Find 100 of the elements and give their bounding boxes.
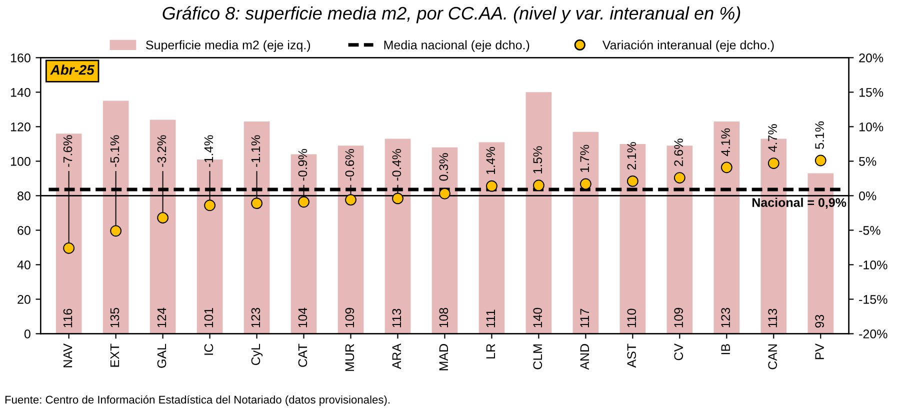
data-label: -0.6% xyxy=(345,149,354,181)
x-tick-label: IB xyxy=(721,344,730,354)
data-label: 2.6% xyxy=(674,138,684,166)
legend-label: Media nacional (eje dcho.) xyxy=(384,40,530,52)
point xyxy=(720,162,732,174)
y2-tick-label: 20% xyxy=(859,53,884,62)
point xyxy=(626,176,638,187)
y2-tick-label: -20% xyxy=(859,330,888,338)
bar xyxy=(244,122,270,334)
data-label: 109 xyxy=(674,308,684,328)
data-label: 135 xyxy=(110,308,120,328)
x-tick-label: CyL xyxy=(251,344,263,366)
data-label: 140 xyxy=(533,308,542,328)
chart-title: Gráfico 8: superficie media m2, por CC.AA. (nivel y var. interanual en %) xyxy=(162,6,740,24)
data-label: 109 xyxy=(345,308,354,328)
bar xyxy=(102,100,129,334)
data-label: 108 xyxy=(439,308,448,328)
point xyxy=(204,200,216,212)
bar xyxy=(150,120,176,334)
x-tick-label: MUR xyxy=(345,344,354,371)
y2-tick-label: -15% xyxy=(859,295,888,304)
x-tick-label: ARA xyxy=(392,343,401,370)
y2-tick-label: 0% xyxy=(859,192,876,200)
point xyxy=(392,192,404,204)
x-tick-label: MAD xyxy=(439,344,448,370)
y2-tick-label: 10% xyxy=(859,122,884,132)
point xyxy=(768,158,780,169)
point xyxy=(63,242,75,254)
bar xyxy=(526,92,552,334)
point xyxy=(345,194,356,206)
data-label: 111 xyxy=(486,310,495,328)
data-label: 4.7% xyxy=(768,124,777,152)
point xyxy=(486,180,498,192)
bar xyxy=(338,146,364,334)
data-label: -3.2% xyxy=(157,135,166,167)
data-label: 1.5% xyxy=(533,146,542,174)
x-tick-label: NAV xyxy=(63,344,72,368)
x-tick-label: AND xyxy=(580,344,589,370)
point xyxy=(439,188,450,200)
y-tick-label: 20 xyxy=(18,295,30,304)
data-label: 1.4% xyxy=(486,146,496,174)
x-tick-label: GAL xyxy=(157,344,166,368)
data-label: 1.7% xyxy=(580,144,589,172)
source-note: Fuente: Centro de Información Estadística del Notariado (datos provisionales). xyxy=(5,395,390,406)
point xyxy=(674,172,686,184)
data-label: 101 xyxy=(204,308,214,328)
data-label: 124 xyxy=(157,308,166,328)
y-tick-label: 120 xyxy=(11,122,30,132)
y-tick-label: 80 xyxy=(18,192,30,200)
y-tick-label: 40 xyxy=(17,260,30,270)
annotation: Abr-25 xyxy=(50,64,94,75)
point xyxy=(251,198,262,209)
y-tick-label: 100 xyxy=(11,156,30,166)
y-tick-label: 140 xyxy=(11,88,30,97)
bar xyxy=(384,138,411,334)
y2-tick-label: -5% xyxy=(859,226,880,235)
data-label: 110 xyxy=(627,308,636,328)
annotation: Nacional = 0,9% xyxy=(752,198,846,209)
point xyxy=(814,154,826,166)
bar xyxy=(56,134,82,334)
y-tick-label: 160 xyxy=(11,53,30,62)
data-label: -5.1% xyxy=(110,135,120,167)
data-label: 117 xyxy=(580,308,589,328)
data-label: 93 xyxy=(815,314,824,328)
legend-label: Superficie media m2 (eje izq.) xyxy=(146,40,310,52)
data-label: 2.1% xyxy=(627,142,636,170)
bar xyxy=(620,144,646,334)
point xyxy=(157,212,168,224)
data-label: -1.1% xyxy=(251,135,260,167)
bar xyxy=(478,142,505,334)
data-label: 5.1% xyxy=(815,121,824,149)
data-label: 116 xyxy=(63,308,72,328)
x-tick-label: AST xyxy=(627,344,636,368)
legend-label: Variación interanual (eje dcho.) xyxy=(602,40,774,52)
y-tick-label: 60 xyxy=(18,226,30,235)
data-label: 123 xyxy=(251,308,260,328)
x-tick-label: EXT xyxy=(110,344,120,367)
data-label: -0.4% xyxy=(392,149,402,181)
x-tick-label: IC xyxy=(204,344,214,355)
y2-tick-label: 15% xyxy=(859,88,884,97)
x-tick-label: CV xyxy=(674,343,684,360)
x-tick-label: CAN xyxy=(768,344,777,370)
point xyxy=(298,196,310,208)
x-tick-label: PV xyxy=(815,343,824,360)
y2-tick-label: 5% xyxy=(859,157,876,166)
point xyxy=(533,180,544,192)
bar xyxy=(572,132,599,334)
y2-tick-label: -10% xyxy=(859,260,888,270)
bar xyxy=(714,122,740,334)
data-label: 123 xyxy=(721,308,730,328)
x-tick-label: LR xyxy=(486,344,495,358)
bar xyxy=(432,147,458,334)
x-tick-label: CAT xyxy=(298,344,308,367)
data-label: 113 xyxy=(768,308,777,328)
x-tick-label: CLM xyxy=(533,344,542,370)
data-label: 104 xyxy=(298,308,308,328)
data-label: -1.4% xyxy=(204,135,214,167)
point xyxy=(110,225,122,237)
data-label: -7.6% xyxy=(63,135,72,167)
data-label: -0.9% xyxy=(298,149,308,181)
